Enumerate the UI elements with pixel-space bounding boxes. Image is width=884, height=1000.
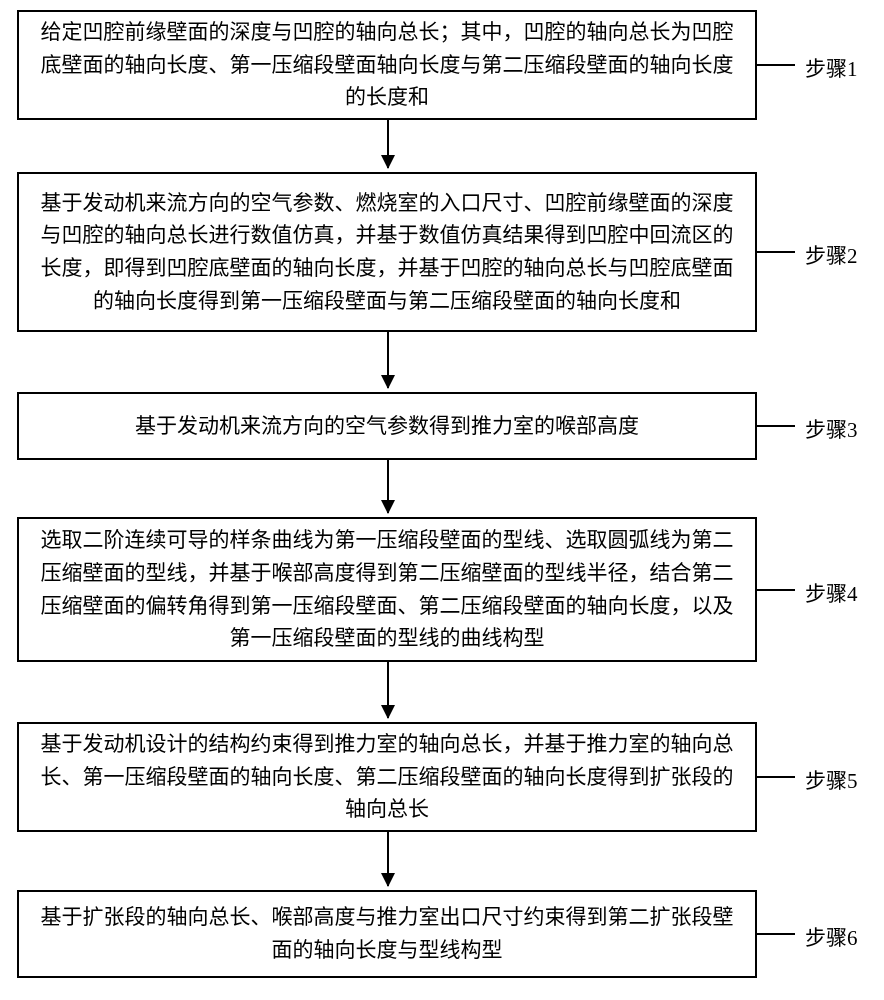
arrow-down [387, 460, 389, 513]
arrow-down [387, 832, 389, 886]
flow-box-3: 基于发动机来流方向的空气参数得到推力室的喉部高度 [17, 392, 757, 460]
flow-box-text: 基于发动机设计的结构约束得到推力室的轴向总长，并基于推力室的轴向总长、第一压缩段… [37, 728, 737, 826]
flow-box-1: 给定凹腔前缘壁面的深度与凹腔的轴向总长；其中，凹腔的轴向总长为凹腔底壁面的轴向长… [17, 10, 757, 120]
step-label-3: 步骤3 [805, 414, 858, 444]
leader-line [757, 589, 795, 591]
step-label-1: 步骤1 [805, 53, 858, 83]
step-label-6: 步骤6 [805, 922, 858, 952]
flow-box-2: 基于发动机来流方向的空气参数、燃烧室的入口尺寸、凹腔前缘壁面的深度与凹腔的轴向总… [17, 172, 757, 332]
leader-line [757, 425, 795, 427]
arrow-down [387, 662, 389, 718]
flow-box-text: 基于发动机来流方向的空气参数、燃烧室的入口尺寸、凹腔前缘壁面的深度与凹腔的轴向总… [37, 187, 737, 317]
flow-box-text: 基于发动机来流方向的空气参数得到推力室的喉部高度 [135, 410, 639, 443]
leader-line [757, 251, 795, 253]
flow-box-4: 选取二阶连续可导的样条曲线为第一压缩段壁面的型线、选取圆弧线为第二压缩壁面的型线… [17, 517, 757, 662]
arrow-down [387, 332, 389, 388]
leader-line [757, 64, 795, 66]
step-label-4: 步骤4 [805, 578, 858, 608]
flow-box-6: 基于扩张段的轴向总长、喉部高度与推力室出口尺寸约束得到第二扩张段壁面的轴向长度与… [17, 890, 757, 978]
arrow-down [387, 120, 389, 168]
flow-box-5: 基于发动机设计的结构约束得到推力室的轴向总长，并基于推力室的轴向总长、第一压缩段… [17, 722, 757, 832]
flow-box-text: 给定凹腔前缘壁面的深度与凹腔的轴向总长；其中，凹腔的轴向总长为凹腔底壁面的轴向长… [37, 16, 737, 114]
leader-line [757, 933, 795, 935]
step-label-5: 步骤5 [805, 765, 858, 795]
step-label-2: 步骤2 [805, 240, 858, 270]
flow-box-text: 基于扩张段的轴向总长、喉部高度与推力室出口尺寸约束得到第二扩张段壁面的轴向长度与… [37, 901, 737, 966]
leader-line [757, 776, 795, 778]
flow-box-text: 选取二阶连续可导的样条曲线为第一压缩段壁面的型线、选取圆弧线为第二压缩壁面的型线… [37, 524, 737, 654]
